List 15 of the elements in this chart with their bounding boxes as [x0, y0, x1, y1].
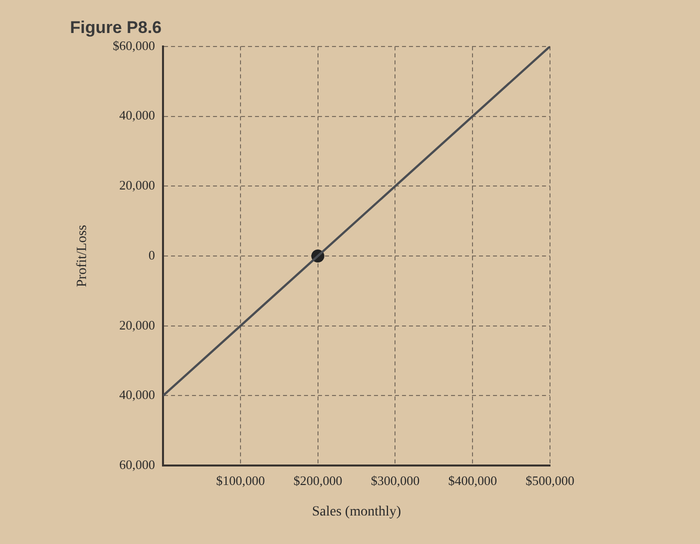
x-tick-label: $100,000 — [216, 472, 265, 488]
y-tick-label: 20,000 — [119, 178, 156, 193]
y-axis-title: Profit/Loss — [75, 224, 90, 288]
y-tick-label: 60,000 — [119, 457, 156, 472]
chart-title: Figure P8.6 — [70, 18, 162, 37]
x-axis-title: Sales (monthly) — [312, 504, 402, 520]
y-tick-label: $60,000 — [112, 38, 156, 53]
x-tick-label: $200,000 — [293, 472, 342, 488]
y-tick-label: 20,000 — [119, 317, 156, 332]
y-tick-label: 40,000 — [119, 387, 156, 402]
x-tick-label: $500,000 — [526, 472, 574, 488]
y-tick-label: 0 — [148, 247, 156, 262]
y-tick-label: 40,000 — [119, 108, 156, 123]
x-tick-label: $400,000 — [448, 472, 497, 488]
x-tick-label: $300,000 — [370, 472, 420, 488]
